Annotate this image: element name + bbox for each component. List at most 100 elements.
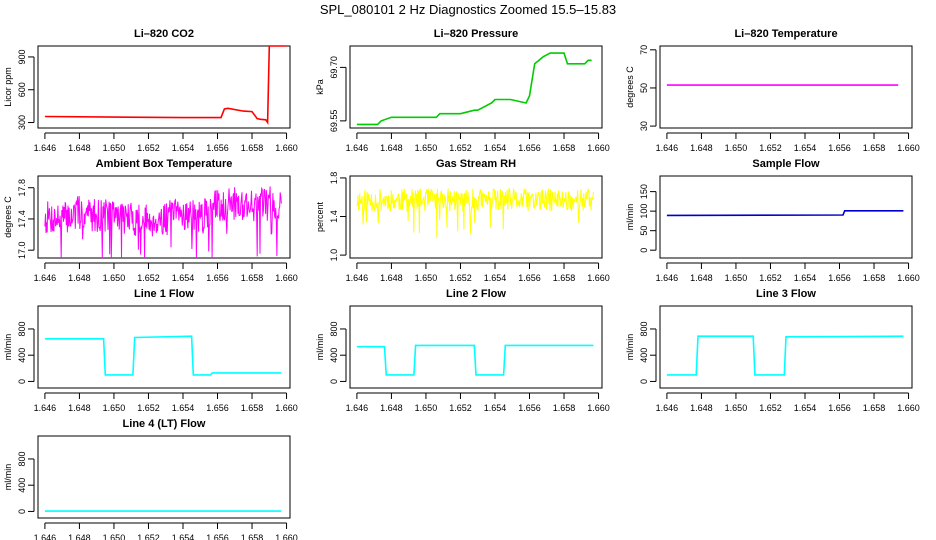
chart-line4: Line 4 (LT) Flow 1.646 1.648 1.650 1.652 1.65…	[3, 418, 298, 540]
y-axis-label: ml/min	[315, 334, 325, 361]
y-tick-label: 400	[17, 348, 27, 363]
x-tick-label: 1.648	[690, 143, 713, 153]
x-tick-label: 1.660	[275, 143, 298, 153]
y-axis-label: Licor ppm	[3, 67, 13, 107]
x-tick-label: 1.652	[137, 273, 160, 283]
x-tick-label: 1.648	[68, 143, 91, 153]
x-tick-label: 1.656	[828, 143, 851, 153]
y-tick-label: 0	[639, 379, 649, 384]
x-tick-label: 1.646	[34, 143, 57, 153]
x-tick-label: 1.652	[449, 403, 472, 413]
x-tick-label: 1.650	[103, 273, 126, 283]
y-tick-label: 300	[17, 115, 27, 130]
x-tick-label: 1.652	[137, 533, 160, 540]
x-tick-label: 1.654	[172, 143, 195, 153]
y-axis-label: ml/min	[3, 464, 13, 491]
x-tick-label: 1.646	[346, 403, 369, 413]
x-tick-label: 1.654	[484, 403, 507, 413]
chart-title: Line 2 Flow	[446, 288, 506, 300]
x-tick-label: 1.654	[794, 403, 817, 413]
x-tick-label: 1.650	[103, 533, 126, 540]
x-tick-label: 1.656	[828, 403, 851, 413]
y-tick-label: 400	[17, 478, 27, 493]
x-tick-label: 1.650	[103, 403, 126, 413]
x-tick-label: 1.652	[137, 403, 160, 413]
y-axis-label: kPa	[315, 79, 325, 95]
y-tick-label: 0	[639, 248, 649, 253]
x-tick-label: 1.650	[725, 273, 748, 283]
x-tick-label: 1.646	[34, 403, 57, 413]
x-tick-label: 1.654	[172, 533, 195, 540]
x-tick-label: 1.646	[656, 273, 679, 283]
chart-title: Line 1 Flow	[134, 288, 194, 300]
y-tick-label: 69.70	[329, 56, 339, 79]
x-tick-label: 1.650	[103, 143, 126, 153]
x-tick-label: 1.658	[553, 403, 576, 413]
x-tick-label: 1.648	[68, 273, 91, 283]
y-tick-label: 1.8	[329, 172, 339, 185]
x-tick-label: 1.652	[759, 143, 782, 153]
y-axis-label: degrees C	[625, 66, 635, 108]
x-tick-label: 1.648	[380, 143, 403, 153]
x-tick-label: 1.652	[759, 273, 782, 283]
x-tick-label: 1.656	[206, 273, 229, 283]
x-tick-label: 1.658	[553, 273, 576, 283]
x-tick-label: 1.654	[484, 143, 507, 153]
x-tick-label: 1.658	[241, 143, 264, 153]
chart-title: Li–820 Temperature	[734, 28, 837, 40]
series-line	[44, 186, 282, 259]
x-tick-label: 1.656	[518, 143, 541, 153]
y-tick-label: 800	[639, 321, 649, 336]
chart-rh: Gas Stream RH 1.646 1.648 1.650 1.652 1.654 1.…	[315, 158, 610, 283]
x-tick-label: 1.660	[587, 273, 610, 283]
y-tick-label: 17.4	[17, 210, 27, 228]
x-tick-label: 1.646	[656, 143, 679, 153]
x-tick-label: 1.652	[759, 403, 782, 413]
series-line	[666, 335, 904, 376]
series-line	[44, 335, 282, 376]
x-tick-label: 1.648	[68, 403, 91, 413]
x-tick-label: 1.648	[68, 533, 91, 540]
x-tick-label: 1.660	[587, 403, 610, 413]
x-tick-label: 1.648	[690, 403, 713, 413]
y-tick-label: 0	[329, 379, 339, 384]
y-axis-label: ml/min	[625, 334, 635, 361]
x-tick-label: 1.654	[794, 143, 817, 153]
series-line	[356, 52, 592, 126]
plot-frame	[349, 45, 603, 129]
chart-title: Line 3 Flow	[756, 288, 816, 300]
y-tick-label: 800	[17, 451, 27, 466]
x-tick-label: 1.650	[415, 143, 438, 153]
y-tick-label: 50	[639, 83, 649, 93]
x-tick-label: 1.658	[863, 403, 886, 413]
y-tick-label: 800	[17, 321, 27, 336]
chart-title: Gas Stream RH	[436, 158, 516, 170]
y-tick-label: 400	[329, 348, 339, 363]
plot-frame	[37, 45, 291, 129]
x-tick-label: 1.656	[828, 273, 851, 283]
chart-title: Li–820 CO2	[134, 28, 194, 40]
x-tick-label: 1.658	[241, 273, 264, 283]
x-tick-label: 1.648	[380, 403, 403, 413]
y-tick-label: 1.0	[329, 249, 339, 262]
x-tick-label: 1.648	[690, 273, 713, 283]
x-tick-label: 1.660	[275, 533, 298, 540]
y-tick-label: 70	[639, 45, 649, 55]
chart-title: Ambient Box Temperature	[96, 158, 233, 170]
x-tick-label: 1.656	[206, 143, 229, 153]
y-tick-label: 50	[639, 226, 649, 236]
x-tick-label: 1.658	[241, 403, 264, 413]
y-tick-label: 17.0	[17, 241, 27, 259]
figure-title: SPL_080101 2 Hz Diagnostics Zoomed 15.5–…	[320, 2, 616, 17]
series-line	[666, 210, 904, 217]
x-tick-label: 1.652	[449, 273, 472, 283]
x-tick-label: 1.660	[587, 143, 610, 153]
x-tick-label: 1.658	[553, 143, 576, 153]
x-tick-label: 1.646	[346, 273, 369, 283]
x-tick-label: 1.650	[725, 403, 748, 413]
y-tick-label: 30	[639, 121, 649, 131]
x-tick-label: 1.656	[206, 403, 229, 413]
chart-temperature: Li–820 Temperature 1.646 1.648 1.650 1.652 1.…	[625, 28, 920, 153]
x-tick-label: 1.660	[897, 143, 920, 153]
